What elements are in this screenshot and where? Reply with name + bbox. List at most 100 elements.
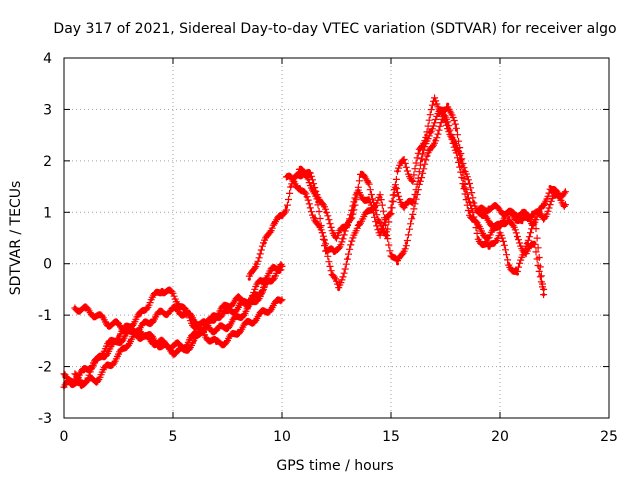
- y-tick-label: 0: [43, 257, 52, 273]
- data-point: [236, 316, 240, 320]
- data-point: [393, 184, 397, 189]
- x-tick-label: 5: [169, 429, 178, 445]
- data-point: [95, 377, 99, 382]
- y-tick-label: -1: [38, 308, 52, 324]
- x-tick-label: 10: [273, 429, 291, 445]
- data-point: [258, 313, 262, 317]
- data-point: [138, 313, 142, 317]
- data-point: [489, 220, 493, 225]
- data-point: [84, 380, 88, 384]
- data-point: [269, 305, 273, 310]
- y-tick-label: -2: [38, 360, 52, 376]
- data-point: [182, 308, 186, 312]
- data-point: [515, 272, 520, 276]
- data-point: [520, 220, 524, 225]
- data-point: [71, 380, 75, 384]
- data-point: [193, 339, 197, 343]
- data-point: [441, 118, 445, 122]
- data-point: [487, 205, 491, 209]
- data-point: [106, 344, 110, 348]
- series-markers: [474, 185, 569, 229]
- data-point: [330, 272, 334, 276]
- data-point: [563, 190, 568, 194]
- data-point: [437, 112, 441, 117]
- data-points: [60, 94, 569, 391]
- data-point: [82, 370, 86, 374]
- data-point: [476, 210, 480, 214]
- data-point: [463, 169, 467, 173]
- data-point: [225, 303, 230, 307]
- data-point: [498, 226, 502, 230]
- series-track-4: [71, 283, 269, 353]
- data-point: [271, 274, 275, 279]
- plot-frame: [63, 57, 610, 419]
- data-point: [204, 334, 208, 338]
- data-point: [345, 256, 349, 261]
- data-point: [520, 210, 524, 214]
- data-point: [433, 97, 437, 101]
- data-point: [258, 280, 262, 284]
- data-point: [280, 298, 284, 302]
- data-point: [524, 251, 528, 256]
- data-point: [389, 251, 393, 256]
- data-point: [472, 200, 476, 204]
- data-point: [297, 184, 302, 189]
- data-point: [324, 210, 328, 214]
- y-tick-label: 3: [43, 102, 52, 118]
- data-point: [225, 310, 230, 315]
- data-point: [116, 334, 121, 338]
- data-point: [433, 138, 437, 142]
- data-point: [385, 231, 389, 235]
- x-tick-label: 25: [600, 429, 618, 445]
- data-point: [446, 102, 450, 106]
- data-point: [295, 174, 299, 178]
- data-point: [498, 231, 502, 235]
- data-point: [552, 195, 557, 199]
- data-point: [531, 220, 535, 225]
- data-point: [271, 220, 275, 225]
- data-point: [95, 313, 99, 317]
- data-point: [171, 308, 175, 312]
- data-point: [450, 133, 454, 137]
- data-point: [269, 269, 273, 274]
- x-tick-label: 0: [60, 429, 69, 445]
- data-point: [332, 251, 336, 256]
- data-point: [315, 200, 319, 204]
- data-point: [265, 282, 269, 286]
- data-point: [116, 354, 121, 358]
- axis-ticks: 0 5 10 15 20 25 -3 -2 -1 0 1 2 3 4: [38, 51, 618, 445]
- data-point: [542, 292, 546, 297]
- data-point: [548, 184, 552, 189]
- data-point: [467, 200, 472, 204]
- data-point: [106, 321, 110, 325]
- data-point: [337, 287, 341, 292]
- data-point: [182, 344, 186, 348]
- data-point: [215, 313, 219, 317]
- data-point: [73, 375, 77, 379]
- data-point: [262, 285, 267, 289]
- data-point: [284, 174, 288, 178]
- data-point: [555, 192, 559, 196]
- data-point: [116, 323, 121, 328]
- data-point: [247, 300, 251, 304]
- data-point: [419, 159, 424, 163]
- data-point: [542, 215, 546, 220]
- data-point: [542, 205, 546, 209]
- data-point: [531, 210, 535, 214]
- data-point: [476, 236, 480, 240]
- data-point: [289, 184, 293, 189]
- data-point: [225, 339, 230, 343]
- data-point: [254, 262, 258, 266]
- data-point: [297, 169, 302, 173]
- data-point: [426, 154, 430, 158]
- data-point: [236, 305, 240, 310]
- data-point: [149, 339, 153, 343]
- data-point: [193, 334, 197, 338]
- data-point: [487, 246, 491, 250]
- x-tick-label: 20: [491, 429, 509, 445]
- series-track-7: [295, 102, 548, 299]
- data-point: [138, 334, 142, 338]
- data-point: [304, 195, 308, 199]
- data-point: [149, 298, 153, 302]
- data-point: [193, 323, 197, 328]
